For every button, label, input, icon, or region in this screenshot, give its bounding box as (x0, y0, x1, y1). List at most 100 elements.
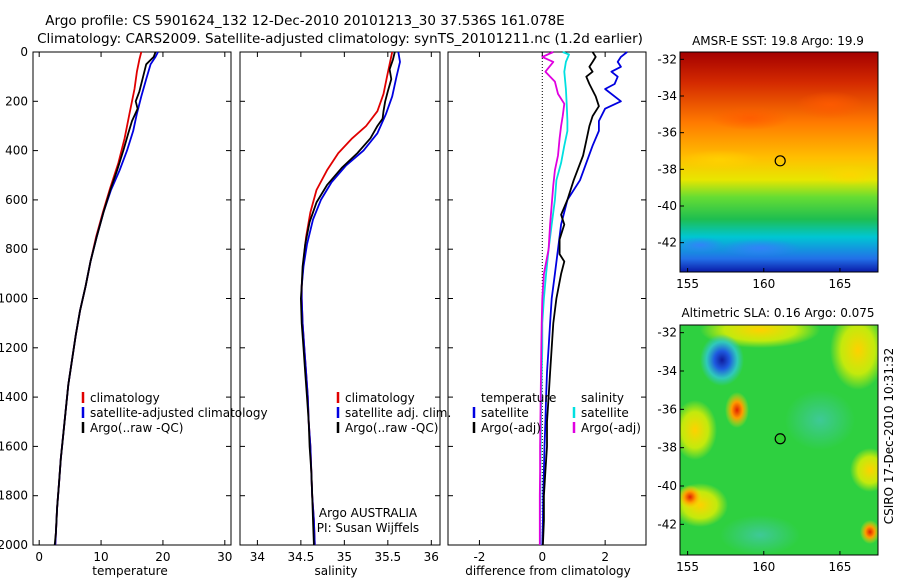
series-line-argo-adj- (542, 51, 600, 546)
lat-tick-label: -40 (657, 479, 677, 493)
legend-label-argo: Argo(..raw -QC) (345, 421, 438, 435)
legend-label-sal-argo: Argo(-adj) (581, 421, 641, 435)
temperature-ticks: 0 10 20 30 (35, 52, 232, 564)
salinity-ticks: 34 34.5 35 35.5 36 (250, 52, 439, 564)
lon-tick-label: 165 (828, 277, 851, 291)
figure-title-line2: Climatology: CARS2009. Satellite-adjuste… (37, 31, 643, 47)
sla-map-axes (679, 324, 879, 556)
x-tick-label: 0 (538, 550, 546, 564)
legend-label-temp-argo: Argo(-adj) (481, 421, 541, 435)
lat-tick-label: -34 (657, 364, 677, 378)
x-tick-label: 20 (155, 550, 170, 564)
sla-map-title: Altimetric SLA: 0.16 Argo: 0.075 (681, 306, 874, 320)
sla-high-eddy (860, 520, 878, 544)
sst-cool-patch (680, 237, 725, 253)
sla-high-patch (830, 325, 878, 390)
sla-low-eddy (700, 334, 744, 386)
legend-label-sal-satellite: satellite (581, 406, 629, 420)
sla-low-patch (720, 515, 800, 555)
lon-tick-label: 155 (676, 277, 699, 291)
sla-field (680, 325, 878, 555)
lon-tick-label: 165 (828, 560, 851, 574)
x-tick-label: 36 (424, 550, 439, 564)
sst-mid-patch (680, 150, 760, 170)
lat-tick-label: -38 (657, 162, 677, 176)
salinity-axes (239, 51, 441, 546)
lat-tick-label: -36 (657, 402, 677, 416)
argo-float-marker (774, 433, 786, 445)
sla-high-patch (680, 400, 717, 460)
agency-annotation: Argo AUSTRALIA (319, 506, 418, 520)
salinity-series (299, 51, 401, 546)
sst-warm-patch (795, 91, 865, 119)
temperature-series (53, 51, 159, 546)
lon-tick-label: 160 (752, 277, 775, 291)
series-line-argo-adj- (538, 51, 566, 545)
difference-panel: -2 0 2 difference from climatology tempera… (447, 51, 647, 578)
lon-tick-label: 160 (752, 560, 775, 574)
salinity-legend: climatology satellite adj. clim. Argo(..… (336, 391, 451, 435)
y-tick-label: 0 (20, 45, 28, 59)
argo-float-marker (774, 155, 786, 167)
sst-cool-patch (720, 239, 800, 257)
lat-tick-label: -42 (657, 236, 677, 250)
sla-high-eddy (680, 485, 702, 509)
x-tick-label: 34.5 (288, 550, 315, 564)
lat-tick-label: -32 (657, 52, 677, 66)
x-tick-label: 35.5 (374, 550, 401, 564)
difference-legend: temperature satellite Argo(-adj) salinit… (472, 391, 641, 435)
legend-header-temperature: temperature (481, 391, 556, 405)
sla-high-eddy (725, 392, 749, 428)
lon-tick-label: 155 (676, 560, 699, 574)
x-tick-label: -2 (473, 550, 485, 564)
y-tick-label: 800 (5, 242, 28, 256)
salinity-axis-label: salinity (314, 564, 357, 578)
figure-title-line1: Argo profile: CS 5901624_132 12-Dec-2010… (45, 13, 564, 29)
series-line-satellite-adj-clim- (300, 51, 401, 546)
sst-map-ticks: 155 160 165 -32 -34 -36 -38 -40 -42 (657, 52, 851, 291)
legend-label-satellite: satellite adj. clim. (345, 406, 451, 420)
sst-map-title: AMSR-E SST: 19.8 Argo: 19.9 (692, 34, 864, 48)
lat-tick-label: -42 (657, 517, 677, 531)
y-tick-label: 1200 (0, 341, 28, 355)
y-tick-label: 1800 (0, 489, 28, 503)
series-line-argo-raw-qc- (299, 51, 396, 546)
lat-tick-label: -32 (657, 326, 677, 340)
y-tick-label: 400 (5, 144, 28, 158)
series-line-satellite-adjusted-climatology (54, 51, 159, 546)
lat-tick-label: -40 (657, 199, 677, 213)
x-tick-label: 2 (601, 550, 609, 564)
difference-axis-label: difference from climatology (465, 564, 631, 578)
legend-label-climatology: climatology (90, 391, 160, 405)
x-tick-label: 0 (35, 550, 43, 564)
legend-header-salinity: salinity (581, 391, 624, 405)
x-tick-label: 30 (217, 550, 232, 564)
y-tick-label: 1400 (0, 390, 28, 404)
temperature-axis-label: temperature (92, 564, 167, 578)
x-tick-label: 35 (337, 550, 352, 564)
sla-map-ticks: 155 160 165 -32 -34 -36 -38 -40 -42 (657, 326, 851, 574)
difference-series (538, 51, 628, 546)
y-tick-label: 1000 (0, 292, 28, 306)
sst-field (680, 52, 878, 272)
y-tick-label: 600 (5, 193, 28, 207)
temperature-axes (32, 51, 232, 546)
x-tick-label: 34 (250, 550, 265, 564)
sla-map-panel: Altimetric SLA: 0.16 Argo: 0.075 155 160 1… (657, 306, 879, 574)
y-tick-label: 200 (5, 94, 28, 108)
series-line-argo-raw-qc- (53, 51, 157, 546)
lat-tick-label: -38 (657, 441, 677, 455)
y-tick-label: 2000 (0, 538, 28, 552)
legend-label-satellite: satellite-adjusted climatology (90, 406, 268, 420)
legend-label-climatology: climatology (345, 391, 415, 405)
depth-ticks: 0 200 400 600 800 1000 1200 1400 1600 1800 2000 (0, 45, 646, 552)
sst-warm-patch (710, 106, 790, 130)
legend-label-temp-satellite: satellite (481, 406, 529, 420)
legend-label-argo: Argo(..raw -QC) (90, 421, 183, 435)
lat-tick-label: -36 (657, 126, 677, 140)
series-line-satellite (541, 51, 628, 546)
series-line-climatology (300, 51, 394, 546)
sst-map-panel: AMSR-E SST: 19.8 Argo: 19.9 155 160 165 -32… (657, 34, 879, 291)
